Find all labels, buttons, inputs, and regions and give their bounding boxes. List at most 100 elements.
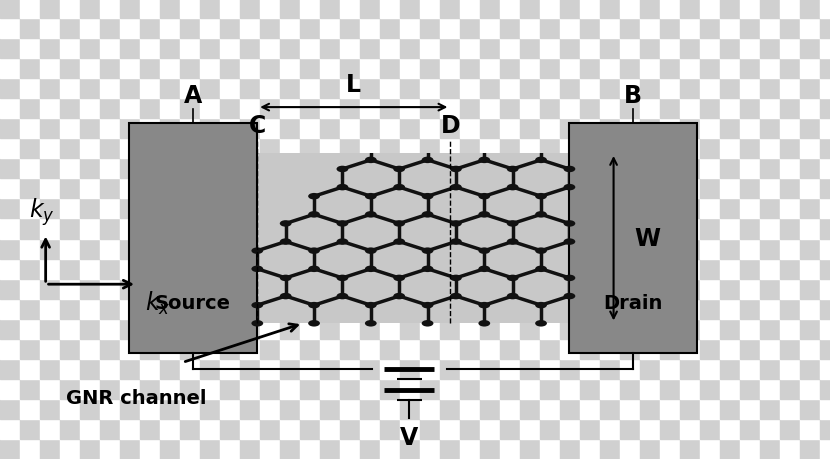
Bar [160, 359, 180, 379]
Bar [640, 39, 660, 59]
Bar [260, 159, 280, 179]
Bar [260, 139, 280, 159]
Bar [620, 379, 640, 399]
Bar [780, 199, 800, 219]
Bar [0, 19, 20, 39]
Bar [80, 359, 100, 379]
Bar [40, 359, 60, 379]
Bar [220, 419, 240, 439]
Circle shape [393, 275, 405, 281]
Bar [300, 319, 320, 339]
Bar [540, 379, 560, 399]
Bar [500, 239, 520, 259]
Circle shape [535, 302, 547, 309]
Bar [620, 19, 640, 39]
Bar [520, 139, 540, 159]
Circle shape [422, 320, 433, 327]
Circle shape [450, 275, 461, 281]
Bar [440, 239, 460, 259]
Bar [400, 239, 420, 259]
Bar [520, 179, 540, 199]
Bar [240, 199, 260, 219]
Bar [40, 439, 60, 459]
Bar [40, 0, 60, 19]
Bar [360, 379, 380, 399]
Bar [600, 99, 620, 119]
Bar [220, 279, 240, 299]
Bar [540, 299, 560, 319]
Bar [700, 439, 720, 459]
Bar [620, 139, 640, 159]
Bar [540, 259, 560, 279]
Bar [560, 159, 580, 179]
Bar [240, 339, 260, 359]
Bar [0, 0, 20, 19]
Bar [740, 59, 760, 79]
Circle shape [564, 293, 575, 300]
Bar [540, 79, 560, 99]
Bar [560, 19, 580, 39]
Bar [0, 179, 20, 199]
Bar [820, 79, 830, 99]
Bar [460, 279, 480, 299]
Text: $k_x$: $k_x$ [145, 289, 171, 316]
Bar [120, 359, 140, 379]
Bar [400, 199, 420, 219]
Bar [220, 99, 240, 119]
Bar [300, 439, 320, 459]
Bar [280, 419, 300, 439]
Bar [0, 119, 20, 139]
Bar [500, 79, 520, 99]
Bar [600, 339, 620, 359]
Bar [820, 179, 830, 199]
Bar [140, 379, 160, 399]
Bar [40, 159, 60, 179]
Text: A: A [184, 84, 202, 108]
Bar [600, 419, 620, 439]
Circle shape [422, 266, 433, 273]
Bar [820, 439, 830, 459]
Bar [740, 39, 760, 59]
Bar [660, 259, 680, 279]
Bar [40, 279, 60, 299]
Bar [820, 119, 830, 139]
Bar [20, 359, 40, 379]
Bar [700, 399, 720, 419]
Bar [380, 19, 400, 39]
Bar [440, 379, 460, 399]
Bar [560, 319, 580, 339]
Bar [340, 259, 360, 279]
Bar [620, 99, 640, 119]
Bar [200, 0, 220, 19]
Bar [800, 139, 820, 159]
Bar [740, 299, 760, 319]
Bar [120, 419, 140, 439]
Circle shape [564, 239, 575, 245]
Bar [500, 199, 520, 219]
Bar [140, 299, 160, 319]
Circle shape [280, 293, 291, 300]
Bar [300, 399, 320, 419]
Bar [20, 259, 40, 279]
Bar [680, 19, 700, 39]
Bar [600, 59, 620, 79]
Bar [300, 379, 320, 399]
Bar [100, 359, 120, 379]
Bar [680, 379, 700, 399]
Bar [360, 39, 380, 59]
Bar [540, 339, 560, 359]
Bar [500, 419, 520, 439]
Bar [760, 59, 780, 79]
Bar [800, 39, 820, 59]
Bar [660, 359, 680, 379]
Bar [500, 439, 520, 459]
Bar [760, 179, 780, 199]
Bar [80, 259, 100, 279]
Bar [740, 119, 760, 139]
Bar [140, 59, 160, 79]
Bar [220, 439, 240, 459]
Bar [660, 319, 680, 339]
Bar [440, 59, 460, 79]
Bar [140, 419, 160, 439]
Bar [300, 179, 320, 199]
